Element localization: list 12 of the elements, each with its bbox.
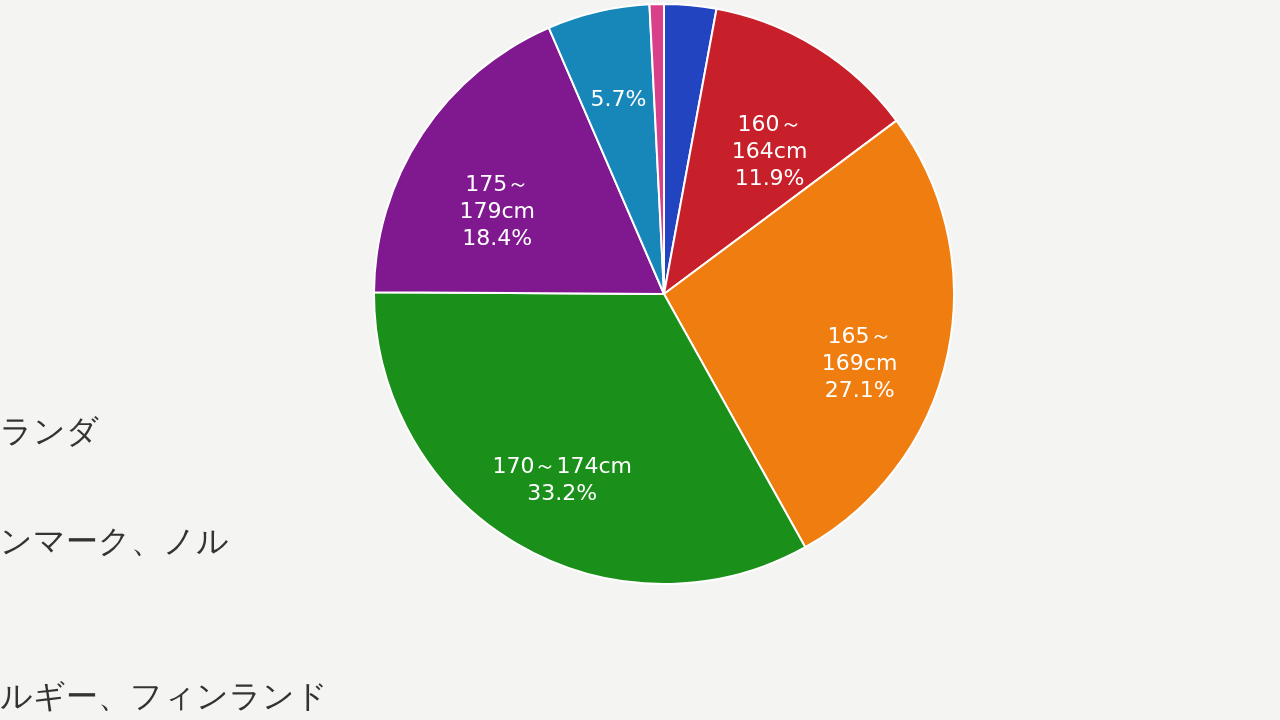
text: ンマーク、ノル xyxy=(0,521,229,562)
data-label: 33.2% xyxy=(527,480,598,506)
text: ルギー、フィンランド xyxy=(0,676,328,717)
text: ランダ xyxy=(0,411,99,452)
data-label: 18.4% xyxy=(462,224,533,250)
data-label: 27.1% xyxy=(824,376,895,402)
data-label: 11.9% xyxy=(734,165,805,191)
slice-label: 170～174cm xyxy=(492,453,632,479)
slice-label: 160～164cm xyxy=(731,111,808,164)
slice-label: 165～169cm xyxy=(821,322,898,375)
slice-label: 175～179cm xyxy=(459,170,535,223)
data-label: 5.7% xyxy=(590,86,647,112)
